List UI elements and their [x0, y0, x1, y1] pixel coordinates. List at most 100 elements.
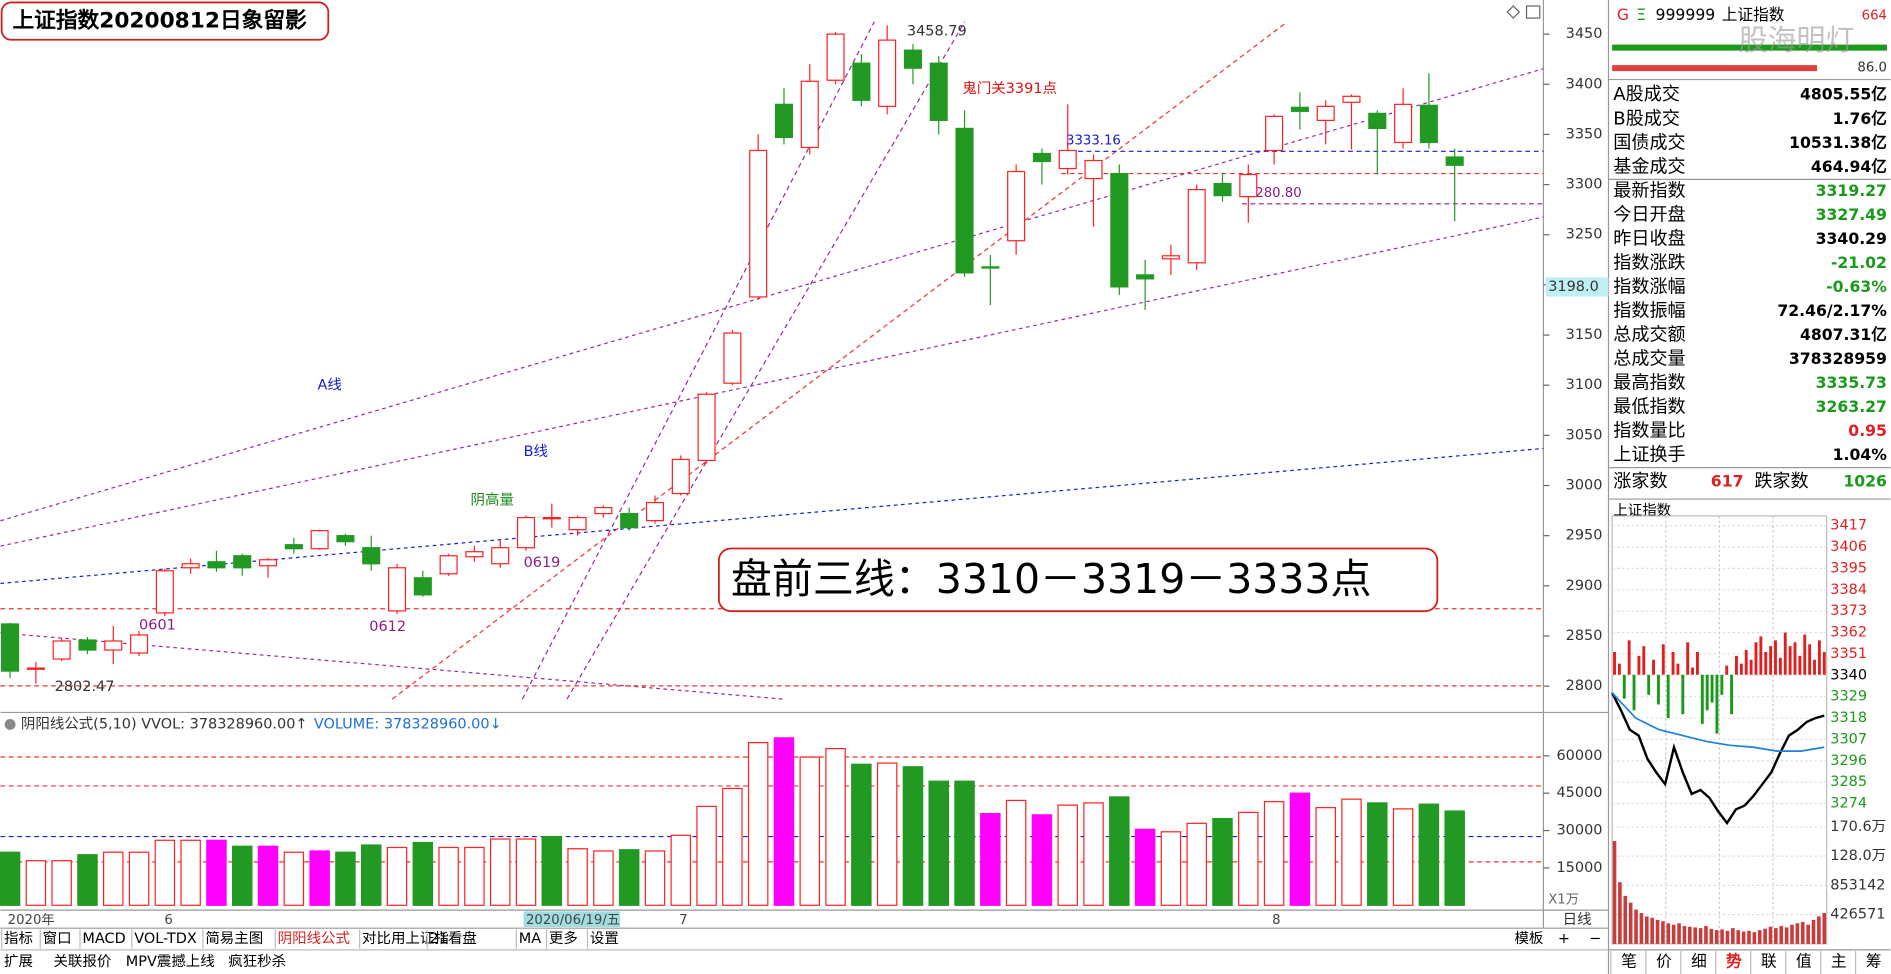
tab[interactable]: 筹 [1866, 951, 1882, 970]
volume-bar [1186, 822, 1207, 906]
toolbar-button[interactable]: MA [519, 931, 541, 947]
mini-volume-bar [1741, 931, 1746, 944]
mini-volume-bar [1822, 913, 1827, 944]
breadth-bar [1700, 674, 1704, 724]
toolbar-button[interactable]: 模板 [1514, 929, 1543, 947]
volume-bar [1263, 801, 1285, 906]
tab[interactable]: 势 [1726, 951, 1742, 970]
toolbar-button[interactable]: 更多 [549, 930, 578, 947]
toolbar-button[interactable]: 疯狂秒杀 [228, 953, 286, 970]
volume-bar [644, 850, 666, 906]
mini-volume-bar [1612, 841, 1617, 944]
breadth-bar [1788, 646, 1792, 675]
mini-volume-bar [1666, 923, 1671, 944]
volume-bar [722, 787, 743, 906]
row-value: 10531.38亿 [1789, 133, 1887, 152]
trend-line [566, 21, 966, 700]
annotation: 阴高量 [471, 491, 514, 508]
candle-body [336, 535, 355, 543]
icon[interactable] [1506, 5, 1521, 19]
tab[interactable]: 细 [1691, 951, 1707, 970]
row-label: 指数量比 [1613, 421, 1685, 442]
y-tick-label: 3373 [1830, 603, 1867, 619]
volume-bar [851, 763, 872, 906]
code: 999999 [1656, 5, 1716, 24]
volume-bar [1005, 799, 1027, 906]
toolbar-button[interactable]: 21看盘 [430, 929, 477, 947]
toolbar-button[interactable]: MACD [82, 931, 125, 947]
mini-volume-bar [1779, 926, 1784, 944]
toolbar-button[interactable]: 关联报价 [53, 953, 111, 970]
toolbar-button[interactable]: 简易主图 [205, 930, 263, 947]
volume-bar [567, 848, 588, 906]
breadth-bar [1617, 663, 1621, 675]
tab[interactable]: 价 [1656, 951, 1672, 970]
mini-volume-bar [1784, 927, 1789, 944]
toolbar-button[interactable]: 设置 [590, 930, 619, 947]
candle-body [1, 623, 20, 672]
tab[interactable]: 值 [1796, 951, 1812, 970]
mini-volume-bar [1752, 932, 1757, 944]
candle-body [981, 266, 1000, 269]
tab[interactable]: 联 [1761, 951, 1777, 970]
y-tick-label: 426571 [1830, 907, 1885, 923]
volume-bar [412, 841, 434, 906]
breadth-bar [1764, 651, 1768, 675]
volume-bar [902, 766, 924, 906]
volume-bar [670, 834, 692, 906]
mini-volume-bar [1731, 928, 1735, 944]
annotation: 0612 [369, 619, 406, 635]
y-tick-label: 3400 [1566, 76, 1603, 92]
x-tick-label: 2020/06/19/五 [526, 913, 620, 928]
toolbar-button[interactable]: − [1589, 931, 1601, 947]
candle-body [181, 563, 200, 569]
trend-line [0, 68, 1544, 522]
candle-body [78, 639, 97, 651]
candle-body [387, 567, 407, 612]
row-label: 上证换手 [1613, 445, 1685, 466]
candle-body [516, 517, 536, 549]
candle-body [542, 517, 561, 520]
y-tick-label: 3340 [1830, 667, 1867, 683]
y-tick-label: 3384 [1830, 582, 1867, 598]
annotation: 鬼门关3391点 [962, 80, 1057, 97]
candle-body [491, 547, 510, 565]
toolbar-button[interactable]: 窗口 [43, 929, 72, 947]
mini-volume-bar [1790, 924, 1794, 944]
y-tick-label: 2800 [1566, 678, 1603, 694]
y-tick-label: 3417 [1830, 518, 1867, 534]
breadth-bar [1720, 674, 1724, 695]
candle-body [878, 39, 897, 107]
toolbar-button[interactable]: 阴阳线公式 [278, 930, 350, 947]
toolbar-button[interactable]: MPV震撼上线 [126, 953, 215, 970]
mini-volume-bar [1757, 930, 1762, 944]
tab[interactable]: 笔 [1621, 951, 1637, 970]
breadth-bar [1686, 642, 1690, 675]
headline: 盘前三线：3310－3319－3333点 [731, 555, 1372, 603]
mini-volume-bar [1677, 923, 1681, 944]
volume-bar [438, 846, 459, 906]
breadth-bar [1754, 642, 1758, 675]
candle-body [1161, 255, 1180, 260]
breadth-bar [1642, 646, 1646, 675]
up-label: 涨家数 [1613, 471, 1667, 492]
breadth-bar [1622, 674, 1626, 699]
toolbar-button[interactable]: 扩展 [4, 953, 33, 970]
breadth-bar [1710, 674, 1714, 703]
toolbar-button[interactable]: + [1558, 931, 1570, 947]
breadth-bar [1661, 644, 1665, 675]
mini-title: 上证指数 [1613, 502, 1671, 519]
y-tick-label: 3362 [1830, 625, 1867, 641]
volume-bar [1392, 808, 1414, 906]
icon[interactable] [1525, 5, 1541, 19]
toolbar-button[interactable]: 指标 [4, 930, 33, 947]
tab[interactable]: 主 [1831, 951, 1847, 970]
y-tick-label: 60000 [1556, 748, 1602, 764]
toolbar-button[interactable]: VOL-TDX [134, 931, 197, 947]
mini-volume-bar [1795, 923, 1800, 944]
page-title: 上证指数20200812日象留影 [12, 8, 307, 34]
volume-bar [128, 851, 150, 906]
breadth-bar [1798, 655, 1802, 675]
count: 664 [1862, 9, 1887, 24]
